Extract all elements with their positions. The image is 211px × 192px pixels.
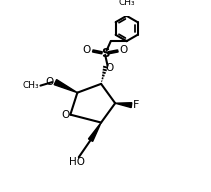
Text: HO: HO: [69, 157, 85, 167]
Text: CH₃: CH₃: [118, 0, 135, 7]
Text: O: O: [46, 77, 54, 87]
Text: S: S: [101, 47, 109, 60]
Text: F: F: [133, 100, 139, 110]
Text: O: O: [120, 45, 128, 55]
Polygon shape: [115, 103, 132, 108]
Polygon shape: [54, 79, 77, 93]
Text: O: O: [83, 45, 91, 55]
Text: O: O: [61, 110, 69, 120]
Text: O: O: [105, 63, 114, 73]
Text: CH₃: CH₃: [23, 81, 40, 90]
Polygon shape: [88, 122, 101, 141]
